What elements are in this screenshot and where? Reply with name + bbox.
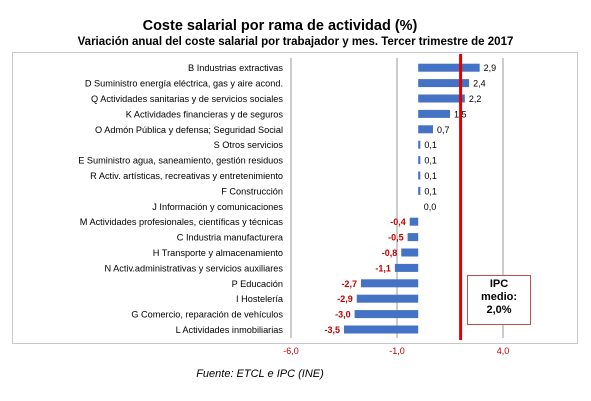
- bar: [418, 156, 421, 165]
- bar: [401, 248, 419, 257]
- category-label: K Actividades financieras y de seguros: [126, 109, 284, 119]
- ipc-label-line-3: 2,0%: [486, 304, 512, 316]
- category-label: L Actividades inmobiliarias: [176, 325, 284, 335]
- category-label: B Industrias extractivas: [188, 63, 283, 73]
- ipc-label-line-2: medio:: [480, 291, 518, 303]
- category-label: S Otros servicios: [214, 140, 284, 150]
- value-label: 0,1: [424, 140, 437, 150]
- category-label: H Transporte y almacenamiento: [153, 248, 283, 258]
- category-label: I Hostelería: [236, 294, 284, 304]
- category-label: E Suministro agua, saneamiento, gestión …: [78, 156, 283, 166]
- bar: [418, 63, 480, 72]
- value-label: -3,5: [324, 325, 340, 335]
- bar: [354, 310, 419, 319]
- category-label: J Información y comunicaciones: [152, 202, 283, 212]
- bar: [409, 217, 419, 226]
- plot-area: [12, 52, 578, 344]
- bar: [407, 233, 419, 242]
- x-tick-label: -1,0: [389, 346, 405, 356]
- ipc-label-line-1: IPC: [489, 278, 509, 290]
- value-label: 2,9: [484, 63, 497, 73]
- bar: [418, 109, 450, 118]
- bar: [418, 125, 434, 134]
- bar: [418, 140, 421, 149]
- category-label: Q Actividades sanitarias y de servicios …: [91, 94, 283, 104]
- value-label: 2,4: [473, 79, 486, 89]
- bar: [418, 94, 465, 103]
- bar: [418, 186, 421, 195]
- value-label: -2,7: [341, 279, 357, 289]
- value-label: -3,0: [335, 310, 351, 320]
- source-note: Fuente: ETCL e IPC (INE): [196, 368, 324, 380]
- bar: [344, 325, 419, 334]
- value-label: 0,0: [424, 202, 437, 212]
- ipc-reference-label: IPC medio: 2,0%: [467, 275, 531, 325]
- category-label: M Actividades profesionales, científicas…: [80, 217, 284, 227]
- category-label: R Activ. artísticas, recreativas y entre…: [90, 171, 283, 181]
- value-label: -0,4: [390, 217, 406, 227]
- value-label: -0,5: [388, 233, 404, 243]
- category-label: N Activ.administrativas y servicios auxi…: [104, 263, 283, 273]
- chart-title: Coste salarial por rama de actividad (%): [142, 18, 418, 34]
- value-label: 0,1: [424, 156, 437, 166]
- category-label: F Construcción: [221, 186, 283, 196]
- chart-subtitle: Variación anual del coste salarial por t…: [77, 36, 514, 48]
- value-label: -2,9: [337, 294, 353, 304]
- category-label: C Industria manufacturera: [177, 233, 284, 243]
- bar: [418, 79, 470, 88]
- value-label: 0,1: [424, 186, 437, 196]
- value-label: -1,1: [375, 263, 391, 273]
- category-label: D Suministro energía eléctrica, gas y ai…: [85, 79, 283, 89]
- value-label: 0,7: [437, 125, 450, 135]
- category-label: G Comercio, reparación de vehículos: [131, 310, 283, 320]
- value-label: 2,2: [469, 94, 482, 104]
- bar: [418, 171, 421, 180]
- value-label: 0,1: [424, 171, 437, 181]
- x-tick-label: -6,0: [283, 346, 299, 356]
- bar: [356, 294, 419, 303]
- category-label: O Admón Pública y defensa; Seguridad Soc…: [95, 125, 283, 135]
- category-label: P Educación: [232, 279, 283, 289]
- bar: [394, 263, 419, 272]
- x-tick-label: 4,0: [497, 346, 510, 356]
- value-label: -0,8: [382, 248, 398, 258]
- bar: [360, 279, 419, 288]
